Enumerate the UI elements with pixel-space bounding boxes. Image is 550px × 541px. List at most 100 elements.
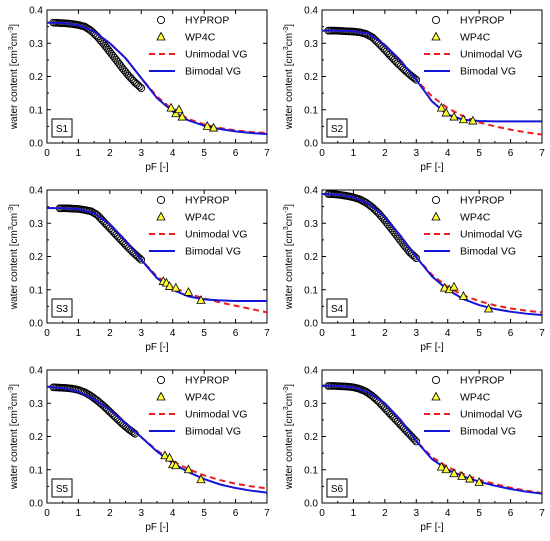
y-axis-label-part: water content [cm	[9, 410, 20, 490]
legend-bimodal-label: Bimodal VG	[185, 246, 241, 258]
panel-label-box	[326, 118, 348, 138]
bimodal-vg-line	[47, 21, 267, 136]
wp4c-point	[449, 111, 459, 121]
legend-unimodal-label: Unimodal VG	[460, 409, 522, 421]
wp4c-point	[465, 473, 475, 483]
panel-label: S2	[331, 124, 344, 135]
y-axis-label-part: 3	[283, 406, 290, 410]
legend-wp4c-marker	[431, 211, 441, 221]
panel-s3: 0 1 2 3 4 5 6 7 0.0 0.1 0.2 0.3 0.4 pF [-] water conte…	[0, 180, 275, 360]
y-tick-label: 0.4	[29, 366, 43, 377]
legend-hyprop-label: HYPROP	[460, 375, 504, 387]
y-axis-label-part: 3	[8, 406, 15, 410]
x-tick-label: 4	[445, 508, 451, 519]
y-axis-label-part: cm	[284, 213, 295, 226]
unimodal-vg-line	[322, 192, 542, 314]
panel-label-box	[51, 118, 73, 138]
wp4c-point	[441, 464, 451, 474]
y-tick-label: 0.2	[304, 72, 318, 83]
legend-hyprop-marker	[156, 375, 166, 385]
unimodal-vg-line	[322, 29, 542, 136]
legend-hyprop-marker	[431, 15, 441, 25]
legend-hyprop-marker	[156, 15, 166, 25]
wp4c-point	[196, 295, 206, 304]
legend-hyprop-marker	[156, 195, 166, 205]
x-tick-label: 7	[264, 328, 270, 339]
x-tick-label: 7	[539, 328, 545, 339]
y-axis-label-part: cm	[284, 33, 295, 46]
legend-wp4c-marker	[156, 31, 166, 41]
x-tick-label: 1	[76, 328, 82, 339]
y-axis-label-part: ]	[284, 204, 295, 207]
unimodal-vg-line	[47, 206, 267, 314]
legend-bimodal-label: Bimodal VG	[460, 246, 516, 258]
y-axis-label: water content [cm3cm-3]	[8, 24, 20, 130]
y-tick-label: 0.4	[29, 6, 43, 17]
legend-bimodal-label: Bimodal VG	[185, 66, 241, 78]
y-tick-label: 0.1	[304, 285, 318, 296]
x-axis-label: pF [-]	[420, 522, 444, 533]
x-axis-label: pF [-]	[145, 522, 169, 533]
panel-s2: 0 1 2 3 4 5 6 7 0.0 0.1 0.2 0.3 0.4 pF [-] water conte…	[275, 0, 550, 180]
x-tick-label: 6	[508, 328, 514, 339]
y-axis-label-part: -3	[8, 207, 15, 213]
x-tick-label: 6	[233, 328, 239, 339]
panel-label: S5	[56, 484, 69, 495]
plot-area	[47, 204, 267, 314]
hyprop-point	[135, 254, 144, 263]
x-axis-label: pF [-]	[420, 162, 444, 173]
legend-bimodal-label: Bimodal VG	[460, 66, 516, 78]
x-tick-label: 3	[414, 328, 420, 339]
x-axis-label: pF [-]	[145, 342, 169, 353]
x-tick-label: 1	[76, 508, 82, 519]
x-tick-label: 1	[351, 148, 357, 159]
y-axis-label-part: ]	[9, 24, 20, 27]
wp4c-point	[449, 468, 459, 478]
wp4c-point	[436, 102, 447, 112]
x-tick-label: 5	[201, 148, 207, 159]
y-axis-label-part: 3	[283, 226, 290, 230]
y-tick-label: 0.1	[304, 105, 318, 116]
legend-wp4c-marker	[156, 211, 166, 221]
plot-area	[47, 18, 267, 136]
panel-label: S6	[331, 484, 344, 495]
y-axis-label-part: 3	[283, 46, 290, 50]
y-tick-label: 0.0	[304, 139, 318, 150]
legend-wp4c-label: WP4C	[460, 392, 491, 404]
wp4c-point	[183, 287, 194, 296]
hyprop-point	[410, 74, 419, 83]
panel-label-box	[51, 298, 73, 318]
wp4c-point	[449, 281, 459, 291]
x-tick-label: 3	[414, 508, 420, 519]
legend-unimodal-label: Unimodal VG	[185, 49, 247, 61]
y-tick-label: 0.0	[29, 499, 43, 510]
y-tick-label: 0.4	[304, 186, 318, 197]
hyprop-point	[412, 75, 421, 84]
y-axis-label: water content [cm3cm-3]	[283, 204, 295, 310]
unimodal-vg-line	[322, 384, 542, 495]
x-tick-label: 4	[445, 328, 451, 339]
y-axis-label: water content [cm3cm-3]	[283, 24, 295, 130]
panel-s5: 0 1 2 3 4 5 6 7 0.0 0.1 0.2 0.3 0.4 pF [-] water conte…	[0, 360, 275, 540]
x-tick-label: 4	[170, 148, 176, 159]
legend-bimodal-label: Bimodal VG	[460, 426, 516, 438]
y-tick-label: 0.3	[304, 219, 318, 230]
x-tick-label: 6	[233, 148, 239, 159]
wp4c-point	[171, 282, 181, 292]
y-axis-label-part: water content [cm	[284, 230, 295, 310]
y-tick-label: 0.3	[29, 219, 43, 230]
x-tick-label: 2	[382, 508, 388, 519]
y-tick-label: 0.0	[29, 319, 43, 330]
x-tick-label: 0	[44, 148, 50, 159]
panel-label: S3	[56, 304, 69, 315]
x-axis-label: pF [-]	[145, 162, 169, 173]
chart-s6: 0 1 2 3 4 5 6 7 0.0 0.1 0.2 0.3 0.4 pF [-] water conte…	[283, 366, 545, 534]
legend-wp4c-label: WP4C	[460, 212, 491, 224]
y-tick-label: 0.2	[29, 252, 43, 263]
legend-hyprop-label: HYPROP	[185, 195, 229, 207]
x-tick-label: 5	[476, 148, 482, 159]
panel-s4: 0 1 2 3 4 5 6 7 0.0 0.1 0.2 0.3 0.4 pF [-] water conte…	[275, 180, 550, 360]
wp4c-point	[483, 303, 494, 313]
x-tick-label: 6	[233, 508, 239, 519]
